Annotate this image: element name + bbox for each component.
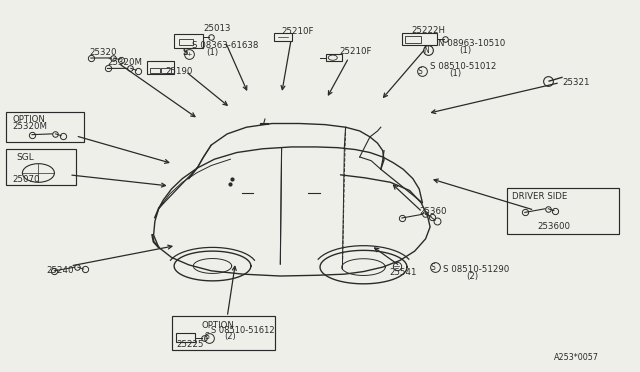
Bar bbox=[6, 149, 76, 185]
Text: (2): (2) bbox=[466, 272, 478, 280]
Text: OPTION: OPTION bbox=[202, 321, 234, 330]
Text: 25320: 25320 bbox=[90, 48, 117, 57]
Text: 25222H: 25222H bbox=[412, 26, 445, 35]
Text: 25225: 25225 bbox=[176, 340, 204, 349]
Text: (1): (1) bbox=[449, 69, 461, 78]
Text: 25321: 25321 bbox=[562, 78, 589, 87]
Text: 25320M: 25320M bbox=[107, 58, 142, 67]
Text: DRIVER SIDE: DRIVER SIDE bbox=[512, 192, 568, 201]
Text: N: N bbox=[423, 46, 429, 55]
Text: 25240: 25240 bbox=[46, 266, 74, 275]
Text: S 08510-51290: S 08510-51290 bbox=[443, 265, 509, 274]
Text: S: S bbox=[182, 48, 188, 57]
Bar bbox=[6, 112, 84, 142]
Bar bbox=[274, 33, 292, 41]
Text: S: S bbox=[431, 263, 435, 272]
Text: S 08510-51012: S 08510-51012 bbox=[430, 62, 497, 71]
Bar bbox=[402, 33, 437, 45]
Text: 25190: 25190 bbox=[165, 67, 193, 76]
Text: (2): (2) bbox=[224, 332, 236, 341]
Bar bbox=[150, 68, 160, 73]
Text: (1): (1) bbox=[206, 48, 218, 57]
Text: S 08510-51612: S 08510-51612 bbox=[211, 326, 275, 335]
Text: 25210F: 25210F bbox=[339, 47, 372, 56]
Bar bbox=[174, 34, 203, 48]
Text: SGL: SGL bbox=[16, 153, 34, 161]
Bar bbox=[161, 68, 171, 73]
Bar bbox=[176, 333, 195, 342]
Text: 25541: 25541 bbox=[389, 268, 417, 277]
Text: 25320M: 25320M bbox=[13, 122, 48, 131]
Text: (1): (1) bbox=[460, 46, 472, 55]
Bar bbox=[147, 61, 174, 74]
Text: 25360: 25360 bbox=[420, 207, 447, 216]
Bar bbox=[507, 188, 619, 234]
Text: S: S bbox=[205, 332, 209, 341]
Text: N 08963-10510: N 08963-10510 bbox=[438, 39, 506, 48]
Text: S: S bbox=[418, 67, 422, 76]
Bar bbox=[405, 36, 421, 43]
Bar bbox=[179, 39, 193, 45]
Text: 25210F: 25210F bbox=[282, 28, 314, 36]
Text: OPTION: OPTION bbox=[13, 115, 45, 124]
Bar bbox=[326, 54, 342, 61]
Bar bbox=[172, 316, 275, 350]
Text: S 08363-61638: S 08363-61638 bbox=[192, 41, 259, 50]
Text: 25070: 25070 bbox=[13, 175, 40, 184]
Text: 253600: 253600 bbox=[538, 222, 571, 231]
Text: 25013: 25013 bbox=[204, 24, 231, 33]
Text: A253*0057: A253*0057 bbox=[554, 353, 598, 362]
